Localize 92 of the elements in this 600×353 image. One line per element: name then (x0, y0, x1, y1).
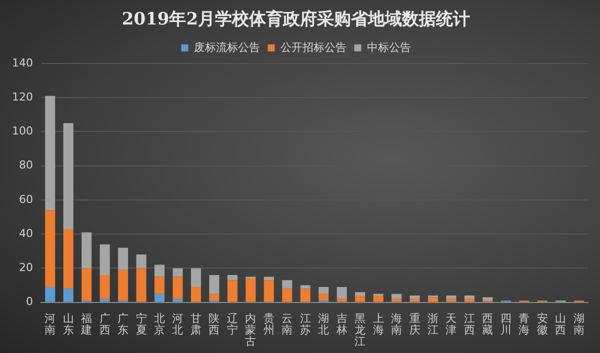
bar (209, 294, 220, 301)
x-tick-label: 内蒙古 (245, 312, 256, 348)
bar (45, 96, 56, 210)
x-tick-label: 山东 (62, 312, 74, 337)
bar (464, 298, 474, 302)
bar (118, 270, 128, 301)
bar (100, 275, 110, 299)
x-tick-label: 浙江 (428, 312, 439, 337)
x-tick-label: 湖北 (318, 312, 330, 337)
x-tick-label: 宁夏 (136, 312, 147, 337)
bar (318, 294, 329, 301)
bar (190, 268, 201, 287)
bar (392, 298, 402, 302)
x-tick-label: 山西 (555, 312, 566, 337)
y-tick-label: 140 (12, 56, 33, 70)
bar (264, 280, 274, 302)
bar (282, 280, 292, 289)
bar (446, 296, 456, 299)
bar (63, 288, 74, 302)
bar (336, 286, 347, 299)
x-tick-label: 北京 (154, 312, 166, 337)
y-tick-label: 60 (18, 192, 33, 206)
x-tick-label: 江西 (464, 312, 475, 337)
legend-label: 公开招标公告 (280, 40, 346, 54)
y-tick-label: 80 (18, 158, 33, 172)
bar (446, 298, 456, 302)
bar (392, 294, 402, 299)
bar (482, 297, 493, 301)
legend-label: 中标公告 (366, 40, 411, 54)
bar (63, 228, 74, 289)
bar (246, 278, 256, 302)
x-tick-label: 贵州 (263, 312, 274, 337)
bar (154, 264, 165, 277)
x-tick-label: 江苏 (300, 312, 311, 337)
bar (100, 244, 110, 276)
legend-label: 废标流标公告 (194, 40, 260, 54)
bar (190, 286, 201, 302)
x-tick-label: 甘肃 (190, 312, 202, 337)
y-tick-label: 100 (12, 124, 33, 138)
bar (172, 268, 183, 277)
y-tick-label: 0 (26, 295, 33, 308)
bar (410, 296, 420, 299)
x-tick-label: 上海 (372, 312, 384, 337)
bar (172, 276, 183, 299)
bar (63, 123, 74, 229)
bar (373, 296, 384, 302)
x-tick-label: 安徽 (536, 312, 548, 337)
x-tick-label: 四川 (500, 312, 512, 337)
x-tick-label: 福建 (80, 312, 92, 337)
x-tick-label: 黑龙江 (354, 312, 366, 348)
bar (355, 296, 366, 302)
bar (136, 268, 146, 302)
bar (82, 232, 92, 268)
x-tick-label: 河南 (44, 312, 56, 337)
bar (154, 276, 165, 294)
bar (428, 297, 438, 302)
x-tick-label: 广西 (99, 312, 110, 337)
y-tick-label: 120 (12, 90, 33, 104)
x-tick-label: 西藏 (482, 312, 494, 337)
bar (318, 286, 329, 294)
x-tick-label: 湖南 (573, 312, 584, 337)
bar (45, 286, 56, 302)
x-tick-label: 吉林 (335, 312, 348, 337)
bar (264, 276, 274, 280)
bar (45, 210, 56, 287)
bar (227, 280, 238, 302)
x-tick-label: 海南 (391, 312, 402, 337)
x-tick-label: 天津 (446, 312, 457, 337)
bar (82, 268, 92, 301)
bar (154, 294, 165, 302)
bar (118, 248, 128, 270)
bar (300, 288, 310, 302)
x-tick-label: 云南 (282, 312, 293, 337)
y-tick-label: 40 (18, 226, 33, 240)
bar (282, 288, 292, 302)
bar (172, 298, 183, 302)
x-tick-label: 广东 (118, 312, 129, 337)
bar (100, 298, 110, 302)
bar (136, 254, 146, 268)
x-tick-label: 青海 (518, 312, 530, 337)
bar (209, 275, 220, 294)
bar (410, 298, 420, 302)
bar (464, 296, 474, 299)
x-tick-label: 辽宁 (226, 312, 238, 337)
y-tick-label: 20 (18, 261, 33, 274)
x-tick-label: 重庆 (409, 312, 420, 337)
bar (355, 292, 366, 296)
bar (227, 275, 238, 280)
x-tick-label: 陕西 (208, 312, 220, 337)
x-tick-label: 河北 (172, 312, 184, 337)
bar (336, 298, 347, 302)
chart-title: 2019年2月学校体育政府采购省地域数据统计 (122, 8, 470, 30)
